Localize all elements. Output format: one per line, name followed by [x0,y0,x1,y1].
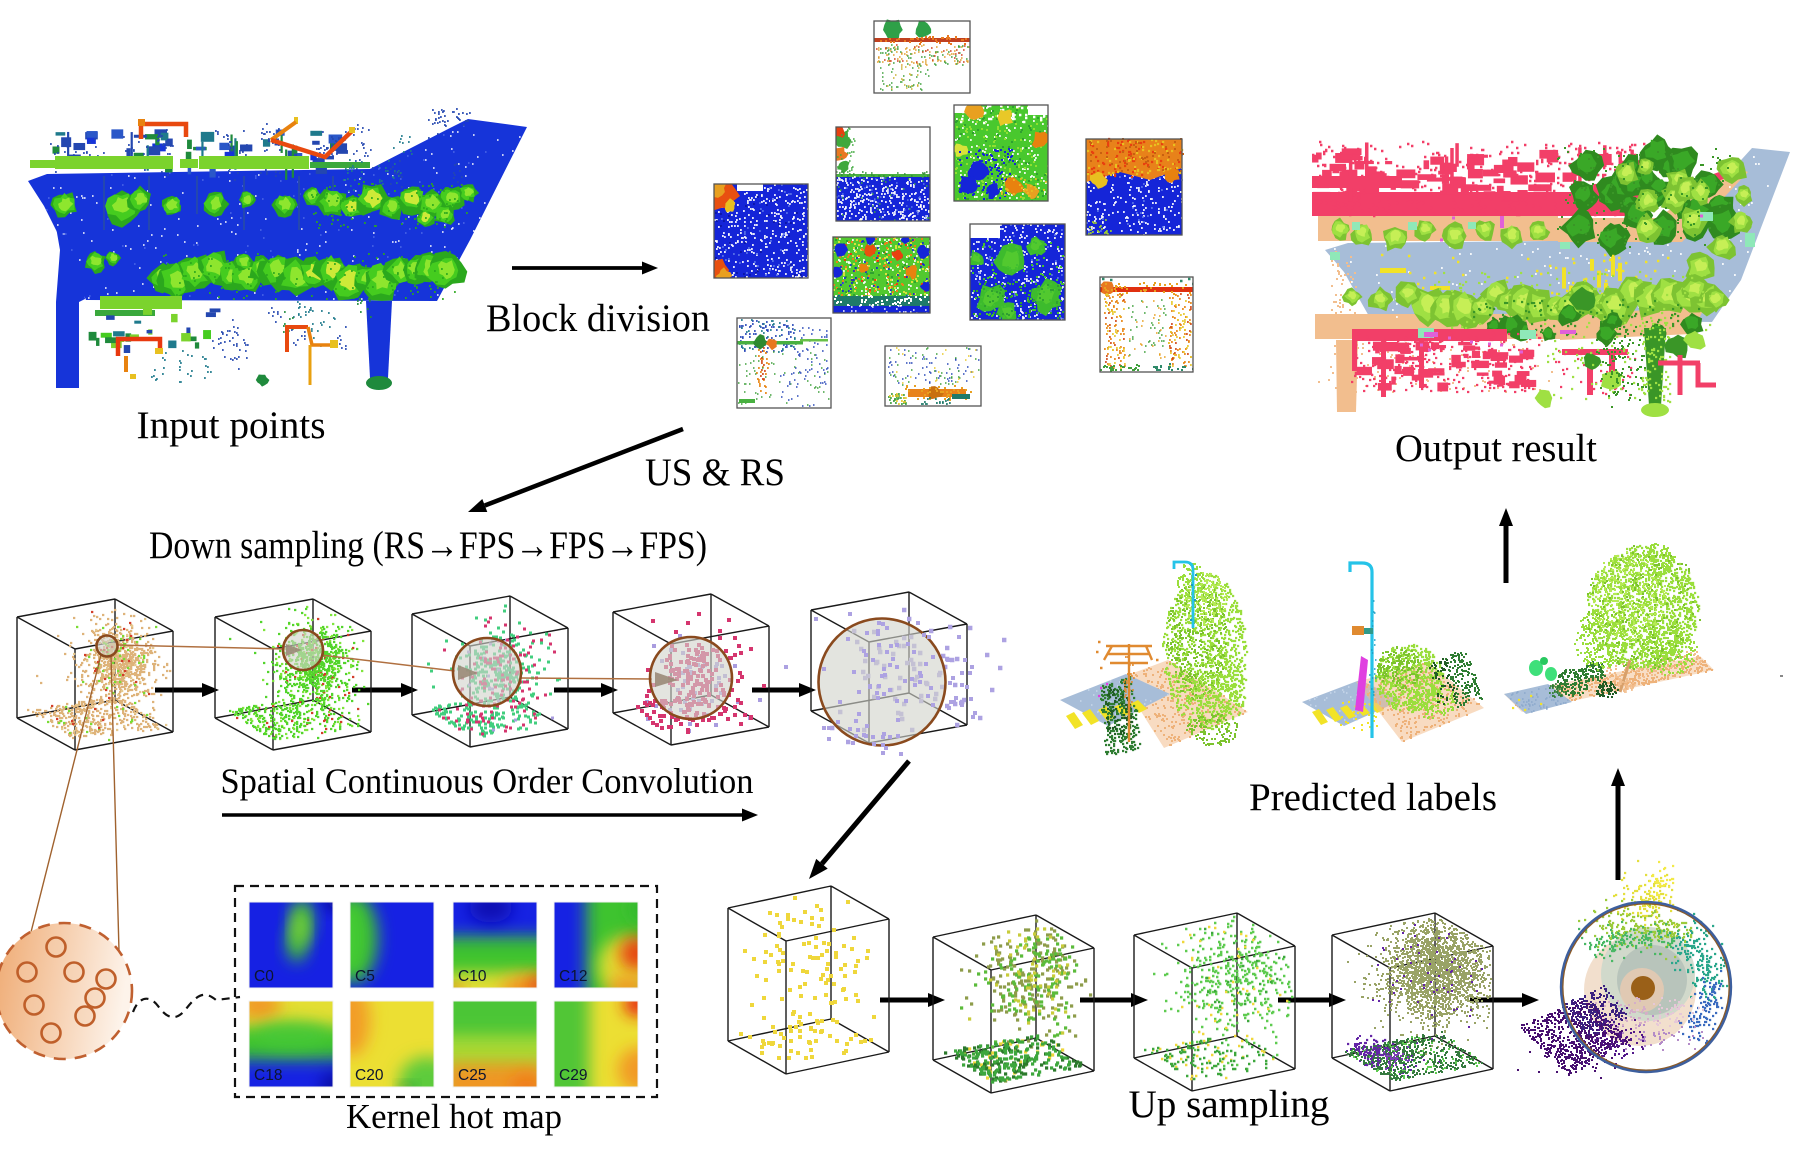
svg-text:Up sampling: Up sampling [1129,1083,1330,1126]
svg-text:Block division: Block division [486,297,710,340]
svg-text:Output result: Output result [1395,427,1597,470]
svg-text:US & RS: US & RS [645,451,785,494]
svg-text:C5: C5 [355,968,375,985]
svg-text:C10: C10 [458,968,487,985]
svg-text:Kernel hot map: Kernel hot map [346,1097,562,1136]
svg-text:C18: C18 [254,1067,282,1084]
svg-text:Spatial Continuous Order Convo: Spatial Continuous Order Convolution [221,761,754,801]
svg-text:C0: C0 [254,968,274,985]
svg-text:Input points: Input points [137,404,326,447]
svg-text:C20: C20 [355,1067,384,1084]
svg-text:Down sampling (RS→FPS→FPS→FPS): Down sampling (RS→FPS→FPS→FPS) [149,524,707,567]
svg-text:C12: C12 [559,968,587,985]
svg-text:C25: C25 [458,1067,486,1084]
svg-text:C29: C29 [559,1067,587,1084]
svg-text:Predicted labels: Predicted labels [1249,776,1497,819]
